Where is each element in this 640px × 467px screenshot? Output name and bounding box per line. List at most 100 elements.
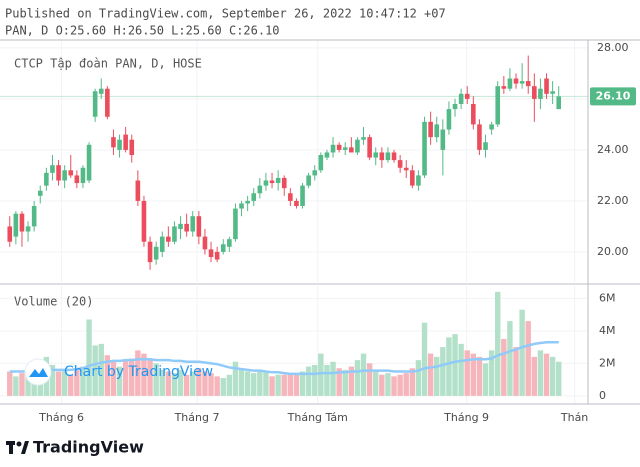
volume-bar xyxy=(293,374,300,396)
candle-body xyxy=(525,81,531,87)
volume-bar xyxy=(556,361,562,396)
last-price-box xyxy=(590,87,636,106)
candle-body xyxy=(410,170,415,186)
candle-body xyxy=(25,226,31,232)
volume-bar xyxy=(446,337,452,396)
candle-body xyxy=(532,86,537,99)
candle-body xyxy=(391,152,397,161)
volume-bar xyxy=(305,366,312,396)
volume-bar xyxy=(98,343,104,396)
volume-bar xyxy=(470,353,477,396)
chart-title: CTCP Tập đoàn PAN, D, HOSE xyxy=(14,57,202,71)
volume-bar xyxy=(403,373,409,396)
candle-body xyxy=(294,200,299,207)
volume-bar xyxy=(122,360,129,396)
volume-bar xyxy=(153,363,159,396)
volume-bar xyxy=(104,355,111,396)
published-line: Published on TradingView.com, September … xyxy=(5,7,446,21)
candle-body xyxy=(428,121,433,138)
volume-bar xyxy=(80,366,86,396)
candle-body xyxy=(74,175,80,184)
candle-body xyxy=(251,193,257,201)
candle-body xyxy=(98,88,104,94)
volume-bar xyxy=(476,356,483,396)
volume-bar xyxy=(440,347,446,396)
candle-body xyxy=(397,160,403,168)
candle-body xyxy=(62,170,67,181)
volume-bar xyxy=(61,369,68,396)
footer-logo xyxy=(6,441,29,454)
volume-bar xyxy=(299,371,306,396)
volume-bar xyxy=(519,309,525,396)
volume-bar xyxy=(360,353,367,396)
volume-bar xyxy=(434,356,440,396)
candle-body xyxy=(56,165,61,181)
candle-body xyxy=(519,81,525,84)
volume-bar xyxy=(379,374,385,396)
candle-body xyxy=(202,236,208,250)
y-tick-label: 22.00 xyxy=(597,194,629,207)
volume-bar xyxy=(238,368,245,396)
volume-bar xyxy=(269,376,275,396)
volume-bar xyxy=(342,369,348,396)
volume-bar xyxy=(68,374,74,396)
candle-body xyxy=(550,91,555,94)
x-tick-label: Tháng 7 xyxy=(174,411,220,424)
volume-bar xyxy=(7,371,13,396)
volume-bar xyxy=(537,350,544,396)
candle-body xyxy=(153,246,159,260)
candle-body xyxy=(190,216,196,232)
candle-body xyxy=(288,193,293,201)
volume-bar xyxy=(373,371,379,396)
candle-body xyxy=(123,134,128,150)
watermark-logo xyxy=(24,358,52,386)
volume-bar xyxy=(244,371,251,396)
volume-bar xyxy=(318,353,324,396)
volume-bar xyxy=(232,361,239,396)
y-tick-label: 4M xyxy=(599,324,616,337)
volume-bar xyxy=(458,343,464,396)
volume-bar xyxy=(549,356,556,396)
candle-body xyxy=(7,226,13,242)
volume-bar xyxy=(196,368,202,396)
candle-body xyxy=(227,239,232,247)
candle-body xyxy=(269,180,275,184)
volume-bar xyxy=(385,373,391,396)
candle-body xyxy=(172,226,177,242)
volume-bar xyxy=(202,371,208,396)
candle-body xyxy=(147,241,153,263)
volume-bar xyxy=(397,374,403,396)
candle-body xyxy=(452,104,458,110)
candle-body xyxy=(129,139,135,156)
volume-ma-line xyxy=(9,340,559,376)
candle-body xyxy=(367,137,372,158)
candle-body xyxy=(355,139,360,153)
candle-body xyxy=(220,244,226,252)
candle-body xyxy=(403,167,409,171)
candle-body xyxy=(37,190,43,196)
candle-body xyxy=(245,200,250,204)
volume-bar xyxy=(348,366,355,396)
volume-bar xyxy=(147,360,153,396)
volume-bar xyxy=(275,374,281,396)
volume-bar xyxy=(330,361,336,396)
volume-bar xyxy=(287,373,294,396)
volume-bar xyxy=(110,360,117,396)
volume-bar xyxy=(171,373,178,396)
candle-body xyxy=(111,137,116,148)
candle-body xyxy=(105,88,110,117)
candle-body xyxy=(239,203,244,209)
candle-body xyxy=(159,236,165,252)
candle-body xyxy=(416,175,421,186)
candle-body xyxy=(184,223,189,232)
volume-bar xyxy=(251,373,257,396)
candle-body xyxy=(379,152,385,161)
y-tick-label: 24.00 xyxy=(597,143,629,156)
volume-bar xyxy=(525,321,531,396)
candle-body xyxy=(361,137,366,140)
volume-bar xyxy=(501,338,507,396)
candle-body xyxy=(312,170,318,176)
volume-bar xyxy=(507,321,513,396)
candle-body xyxy=(166,236,171,242)
